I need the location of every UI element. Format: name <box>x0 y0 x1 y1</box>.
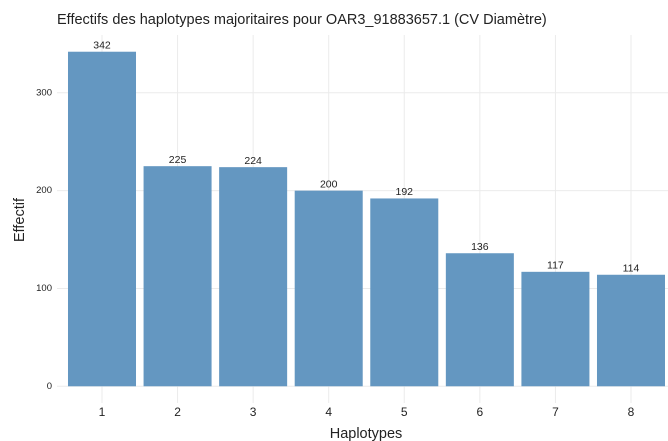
x-tick-label: 3 <box>250 405 257 419</box>
bars <box>67 51 665 387</box>
bar <box>370 198 439 387</box>
data-label: 114 <box>623 263 640 275</box>
x-tick-label: 1 <box>99 405 106 419</box>
x-tick-label: 2 <box>174 405 181 419</box>
data-label: 192 <box>396 186 414 198</box>
x-tick-label: 4 <box>325 405 332 419</box>
y-tick-label: 0 <box>47 381 52 392</box>
y-tick-label: 100 <box>36 283 52 294</box>
x-tick-label: 7 <box>552 405 559 419</box>
y-tick-label: 300 <box>36 87 52 98</box>
data-label: 136 <box>471 241 489 253</box>
bar <box>67 51 137 387</box>
bar <box>521 271 590 387</box>
y-tick-label: 200 <box>36 185 52 196</box>
x-axis-label: Haplotypes <box>330 426 403 441</box>
data-label: 200 <box>320 178 338 190</box>
bar <box>143 166 212 387</box>
x-tick-label: 5 <box>401 405 408 419</box>
data-label: 224 <box>244 155 262 167</box>
y-axis-label: Effectif <box>12 197 28 242</box>
x-tick-label: 6 <box>477 405 484 419</box>
data-label: 225 <box>169 154 187 166</box>
bar <box>294 190 363 387</box>
x-tick-label: 8 <box>628 405 635 419</box>
data-label: 342 <box>93 40 111 52</box>
bar <box>445 253 514 387</box>
chart-title: Effectifs des haplotypes majoritaires po… <box>57 12 547 28</box>
bar <box>219 167 288 387</box>
data-label: 117 <box>547 260 564 272</box>
bar <box>596 274 665 387</box>
